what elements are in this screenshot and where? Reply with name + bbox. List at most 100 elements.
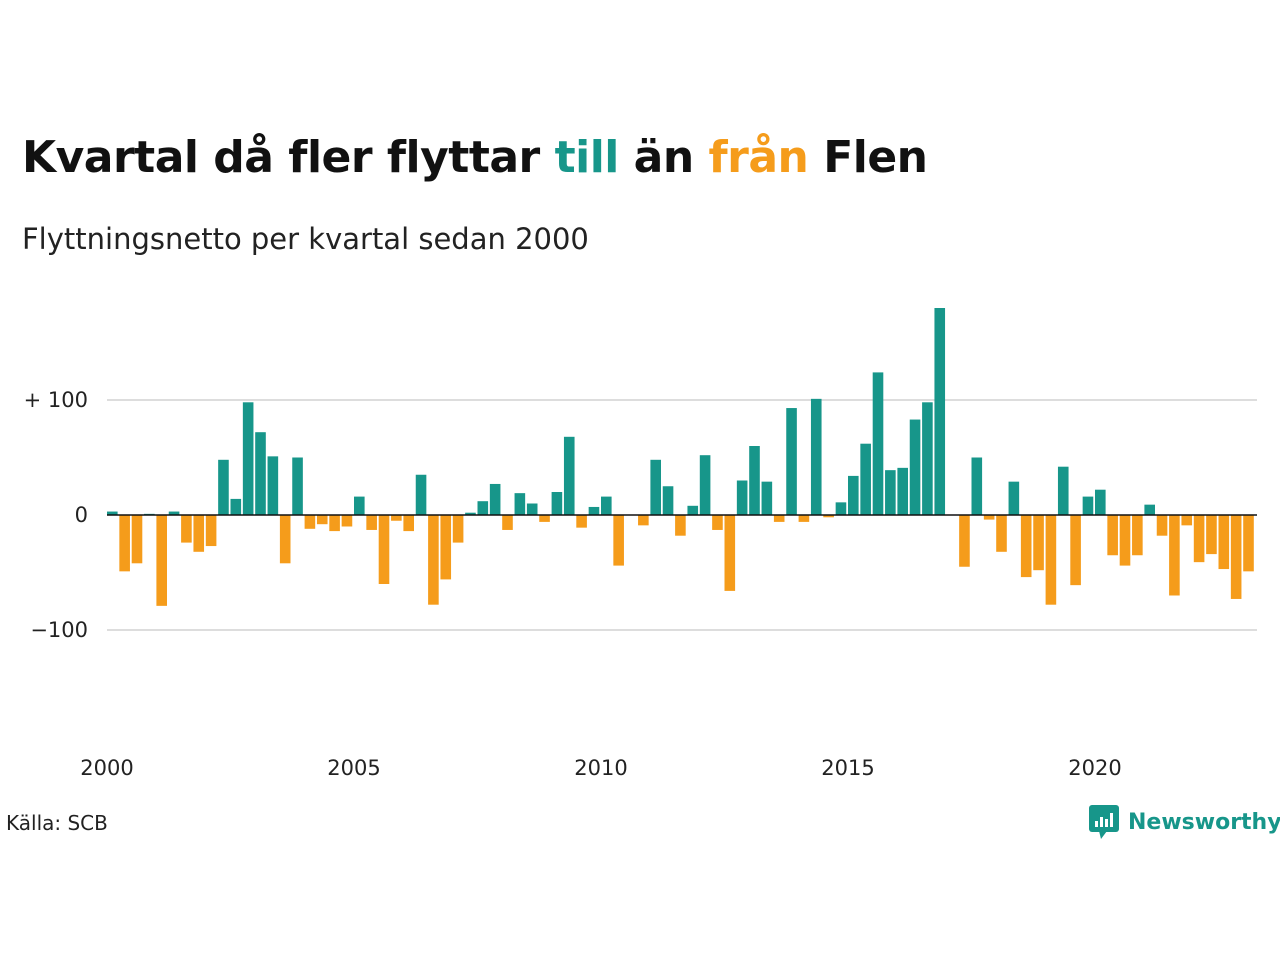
bar — [675, 515, 686, 536]
bar — [773, 515, 785, 522]
source-label: Källa: SCB — [6, 811, 108, 835]
y-tick-label: 0 — [75, 503, 88, 527]
y-axis-ticks: + 100 0 −100 — [24, 388, 88, 642]
bar — [168, 511, 180, 515]
bar — [131, 515, 143, 564]
bar — [366, 515, 377, 530]
bar — [576, 515, 587, 528]
bar — [662, 486, 674, 515]
bar — [329, 515, 340, 532]
bar — [1169, 515, 1180, 596]
bar — [255, 432, 266, 515]
bar — [1144, 504, 1155, 515]
bar — [1243, 515, 1254, 572]
bar — [514, 493, 526, 515]
bar — [872, 372, 884, 515]
bar — [835, 502, 847, 515]
bar — [1082, 496, 1094, 515]
bar — [1070, 515, 1081, 586]
bar — [193, 515, 205, 552]
bar-chart: + 100 0 −100 2000 2005 2010 2015 2020 — [24, 308, 1257, 780]
title-part-start: Kvartal då fler flyttar — [22, 132, 555, 183]
bar — [1218, 515, 1230, 570]
bar — [156, 515, 167, 606]
bar — [798, 515, 810, 522]
x-axis-ticks: 2000 2005 2010 2015 2020 — [80, 756, 1121, 780]
title-word-fran: från — [708, 132, 809, 183]
title-part-end: Flen — [808, 132, 928, 183]
bar — [181, 515, 192, 543]
bar-chart-speech-bubble-icon — [1089, 805, 1119, 839]
brand-name: Newsworthy — [1128, 809, 1280, 835]
bar — [897, 467, 908, 515]
bar — [1107, 515, 1118, 556]
bar — [230, 498, 242, 515]
bar — [601, 496, 612, 515]
bar — [749, 446, 760, 515]
bar — [526, 503, 538, 515]
bar — [489, 483, 501, 515]
bar — [391, 515, 402, 521]
newsworthy-logo: Newsworthy — [1088, 804, 1280, 840]
bar — [971, 457, 983, 515]
bar — [848, 475, 859, 515]
bar — [885, 470, 896, 515]
bar — [428, 515, 439, 605]
bar — [316, 515, 328, 525]
bar — [1119, 515, 1131, 566]
bar — [107, 511, 118, 515]
x-tick-label: 2010 — [574, 756, 627, 780]
bar — [1132, 515, 1143, 556]
bar — [242, 402, 254, 515]
bar — [638, 515, 649, 526]
bar — [218, 459, 229, 515]
bar — [909, 419, 921, 515]
bar — [724, 515, 736, 591]
bar — [810, 398, 822, 515]
bar — [452, 515, 464, 543]
title-part-middle: än — [618, 132, 709, 183]
bar — [267, 456, 279, 515]
bar — [119, 515, 130, 572]
bar — [613, 515, 624, 566]
bar — [1095, 489, 1106, 515]
bar — [736, 480, 748, 515]
bar — [551, 492, 563, 515]
y-tick-label: −100 — [30, 618, 88, 642]
bar — [304, 515, 316, 529]
bar — [983, 515, 995, 520]
bar — [922, 402, 933, 515]
bar — [563, 436, 575, 515]
bar — [440, 515, 452, 580]
bar — [292, 457, 303, 515]
bar — [279, 515, 291, 564]
bar — [354, 496, 365, 515]
bar — [712, 515, 723, 530]
x-tick-label: 2005 — [327, 756, 380, 780]
bar — [699, 455, 711, 515]
bar — [403, 515, 414, 532]
bar — [860, 443, 871, 515]
bar — [1156, 515, 1168, 536]
x-tick-label: 2020 — [1068, 756, 1121, 780]
bar — [415, 474, 427, 515]
bar — [378, 515, 390, 584]
bar — [477, 501, 489, 515]
bar — [786, 408, 797, 515]
bar — [823, 515, 834, 518]
bar — [1057, 466, 1069, 515]
x-tick-label: 2000 — [80, 756, 133, 780]
bar — [1045, 515, 1057, 605]
bar — [205, 515, 217, 547]
bar — [1033, 515, 1044, 571]
bar — [1008, 481, 1020, 515]
bar — [934, 308, 946, 515]
bar — [687, 505, 699, 515]
bar — [465, 512, 476, 515]
bar — [1230, 515, 1242, 599]
y-tick-label: + 100 — [24, 388, 88, 412]
bar — [1020, 515, 1032, 578]
bar — [1181, 515, 1193, 526]
bar — [1206, 515, 1217, 555]
bar — [502, 515, 513, 530]
